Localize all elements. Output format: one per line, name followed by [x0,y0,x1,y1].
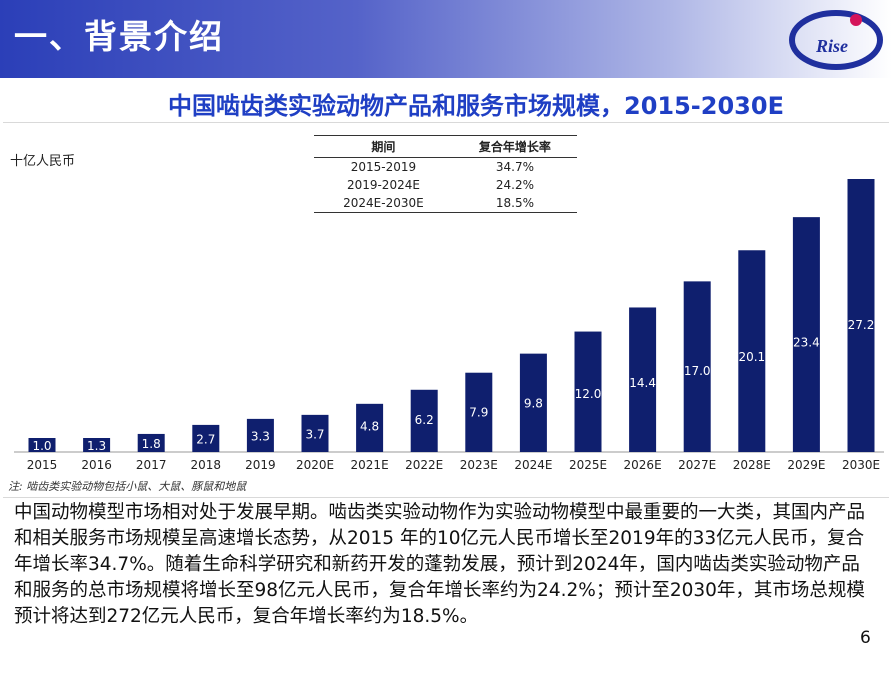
chart-frame [3,122,889,498]
data-label: 14.4 [629,376,656,390]
x-tick-label: 2028E [733,458,771,472]
data-label: 1.0 [32,439,51,453]
y-axis-unit-label: 十亿人民币 [10,154,76,169]
data-label: 2.7 [196,432,215,446]
data-label: 23.4 [793,335,820,349]
header-banner: 一、背景介绍 Rise [0,0,892,78]
page-title: 一、背景介绍 [14,17,224,56]
bar-2024E [519,353,547,452]
data-label: 1.8 [142,437,161,451]
bar-2021E [356,403,384,452]
bar-2018 [192,424,220,452]
cagr-period: 2019-2024E [346,178,420,192]
x-tick-label: 2015 [27,458,58,472]
x-tick-label: 2019 [245,458,276,472]
data-label: 3.3 [251,429,270,443]
x-tick-label: 2022E [405,458,443,472]
cagr-header-rate: 复合年增长率 [452,135,577,158]
cagr-rate: 18.5% [452,194,577,213]
body-paragraph: 中国动物模型市场相对处于发展早期。啮齿类实验动物作为实验动物模型中最重要的一大类… [14,502,866,627]
data-label: 7.9 [469,405,488,419]
company-logo: Rise [789,10,883,70]
x-tick-label: 2017 [136,458,167,472]
table-row: 2024E-2030E 18.5% [314,194,577,213]
bar-2029E [792,217,820,452]
page-number: 6 [860,628,871,648]
bar-2027E [683,281,711,452]
cagr-table: 期间 复合年增长率 2015-2019 34.7% 2019-2024E 24.… [314,135,577,213]
x-tick-label: 2024E [514,458,552,472]
x-tick-label: 2020E [296,458,334,472]
data-label: 20.1 [738,350,765,364]
data-label: 1.3 [87,439,106,453]
chart-title: 中国啮齿类实验动物产品和服务市场规模，2015-2030E [168,92,784,120]
data-label: 3.7 [305,427,324,441]
cagr-rate: 24.2% [495,178,534,192]
bar-2025E [574,331,602,452]
x-tick-label: 2016 [81,458,112,472]
logo-text: Rise [815,36,848,56]
data-label: 4.8 [360,419,379,433]
bar-2030E [847,179,875,452]
x-tick-label: 2025E [569,458,607,472]
data-label: 6.2 [415,413,434,427]
logo-dot [850,14,862,26]
bar-2020E [301,414,329,452]
bar-2023E [465,372,493,452]
data-label: 12.0 [575,387,602,401]
cagr-rate: 34.7% [495,160,534,174]
data-label: 27.2 [848,318,875,332]
bar-2016 [83,438,111,452]
data-label: 9.8 [524,397,543,411]
x-tick-label: 2018 [191,458,222,472]
bar-2026E [629,307,657,452]
cagr-period: 2024E-2030E [314,194,453,213]
x-tick-label: 2030E [842,458,880,472]
bar-2017 [137,433,165,452]
x-tick-label: 2021E [351,458,389,472]
bar-2022E [410,389,438,452]
cagr-period: 2015-2019 [350,160,417,174]
data-label: 17.0 [684,364,711,378]
table-row: 2015-2019 34.7% [314,158,577,177]
bar-2019 [246,418,274,452]
logo-ring [789,10,883,70]
bar-2028E [738,250,766,452]
x-tick-label: 2029E [787,458,825,472]
x-tick-label: 2027E [678,458,716,472]
bar-2015 [28,438,56,452]
table-row: 2019-2024E 24.2% [314,176,577,194]
chart-note: 注: 啮齿类实验动物包括小鼠、大鼠、豚鼠和地鼠 [8,480,247,493]
x-tick-label: 2026E [624,458,662,472]
x-tick-label: 2023E [460,458,498,472]
cagr-header-period: 期间 [314,135,453,158]
